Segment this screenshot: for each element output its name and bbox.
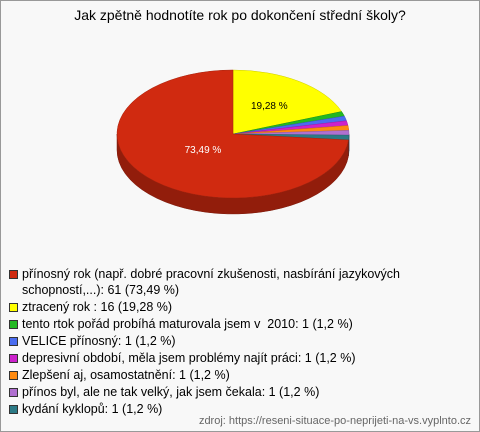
legend-item: přínosný rok (např. dobré pracovní zkuše… xyxy=(9,266,429,298)
legend-swatch xyxy=(9,388,18,397)
legend-label: tento rtok pořád probíhá maturovala jsem… xyxy=(22,317,353,331)
slice xyxy=(116,69,349,215)
legend: přínosný rok (např. dobré pracovní zkuše… xyxy=(9,266,429,418)
legend-swatch xyxy=(9,320,18,329)
legend-swatch xyxy=(9,270,18,279)
data-label: 19,28 % xyxy=(251,101,288,112)
legend-label: Zlepšení aj, osamostatnění: 1 (1,2 %) xyxy=(22,368,230,382)
legend-label: přínos byl, ale ne tak velký, jak jsem č… xyxy=(22,385,320,399)
chart-title: Jak zpětně hodnotíte rok po dokončení st… xyxy=(74,7,406,23)
legend-label: ztracený rok : 16 (19,28 %) xyxy=(22,300,173,314)
data-label: 73,49 % xyxy=(185,145,222,156)
legend-label: kydání kyklopů: 1 (1,2 %) xyxy=(22,402,163,416)
slice-top xyxy=(232,69,343,135)
legend-swatch xyxy=(9,303,18,312)
legend-item: depresivní období, měla jsem problémy na… xyxy=(9,350,429,366)
legend-swatch xyxy=(9,371,18,380)
pie-area: Jak zpětně hodnotíte rok po dokončení st… xyxy=(74,7,406,215)
slice-top xyxy=(116,69,349,199)
source: zdroj: https://reseni-situace-po-neprije… xyxy=(198,415,471,427)
legend-item: ztracený rok : 16 (19,28 %) xyxy=(9,299,429,315)
legend-label: VELICE přínosný: 1 (1,2 %) xyxy=(22,334,176,348)
legend-swatch xyxy=(9,337,18,346)
slice xyxy=(232,69,343,135)
legend-item: kydání kyklopů: 1 (1,2 %) xyxy=(9,401,429,417)
legend-swatch xyxy=(9,405,18,414)
legend-item: VELICE přínosný: 1 (1,2 %) xyxy=(9,333,429,349)
legend-label: přínosný rok (např. dobré pracovní zkuše… xyxy=(22,267,404,297)
legend-label: depresivní období, měla jsem problémy na… xyxy=(22,351,356,365)
legend-item: tento rtok pořád probíhá maturovala jsem… xyxy=(9,316,429,332)
legend-item: Zlepšení aj, osamostatnění: 1 (1,2 %) xyxy=(9,367,429,383)
legend-swatch xyxy=(9,354,18,363)
legend-item: přínos byl, ale ne tak velký, jak jsem č… xyxy=(9,384,429,400)
